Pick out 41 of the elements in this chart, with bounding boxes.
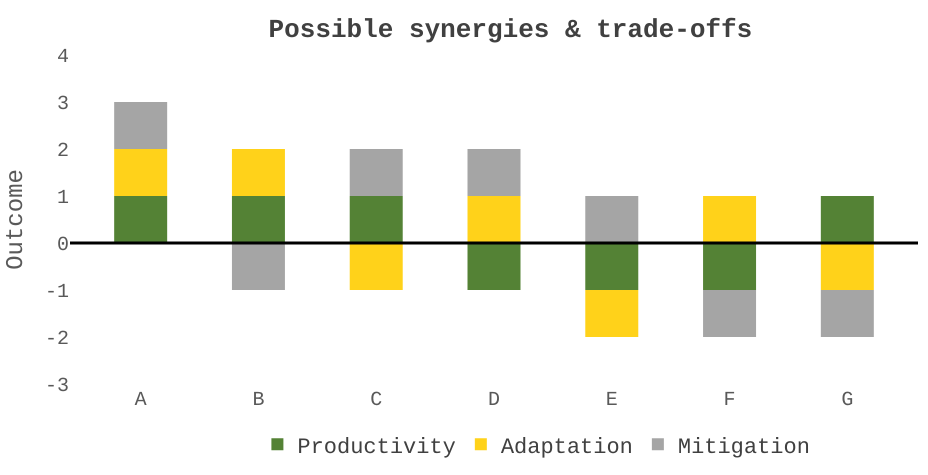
bar bbox=[585, 196, 638, 243]
bar bbox=[468, 149, 520, 196]
bar bbox=[114, 102, 168, 149]
y-tick-label: -1 bbox=[44, 281, 69, 304]
bar bbox=[820, 290, 874, 337]
bar bbox=[232, 149, 285, 196]
x-tick-label: E bbox=[606, 389, 618, 412]
bar bbox=[820, 243, 874, 290]
x-tick-label: D bbox=[488, 389, 500, 412]
legend-label: Mitigation bbox=[678, 434, 810, 460]
x-tick-label: B bbox=[252, 389, 264, 412]
y-tick-label: 2 bbox=[56, 140, 69, 163]
x-tick-label: C bbox=[370, 389, 382, 412]
bar bbox=[820, 196, 874, 243]
chart-title: Possible synergies & trade-offs bbox=[268, 15, 752, 46]
bar bbox=[114, 149, 168, 196]
bar bbox=[114, 196, 168, 243]
bar bbox=[468, 243, 520, 290]
bar bbox=[350, 149, 403, 196]
y-tick-label: 0 bbox=[56, 234, 69, 257]
y-tick-label: 4 bbox=[56, 46, 69, 69]
y-tick-label: 3 bbox=[56, 93, 69, 116]
bar bbox=[350, 196, 403, 243]
bar bbox=[585, 290, 638, 337]
y-axis-title: Outcome bbox=[3, 169, 30, 270]
bar bbox=[232, 243, 285, 290]
bar bbox=[468, 196, 520, 243]
bar bbox=[703, 290, 756, 337]
x-tick-label: G bbox=[841, 389, 854, 412]
bar bbox=[703, 196, 756, 243]
bar bbox=[350, 243, 403, 290]
y-tick-label: -2 bbox=[44, 328, 69, 351]
legend-label: Productivity bbox=[297, 434, 456, 460]
bar bbox=[703, 243, 756, 290]
y-tick-label: -3 bbox=[44, 375, 69, 398]
bar bbox=[232, 196, 285, 243]
x-tick-label: F bbox=[724, 389, 736, 412]
legend-label: Adaptation bbox=[500, 434, 633, 460]
x-tick-label: A bbox=[134, 389, 147, 412]
y-tick-label: 1 bbox=[56, 187, 69, 210]
bar bbox=[585, 243, 638, 290]
